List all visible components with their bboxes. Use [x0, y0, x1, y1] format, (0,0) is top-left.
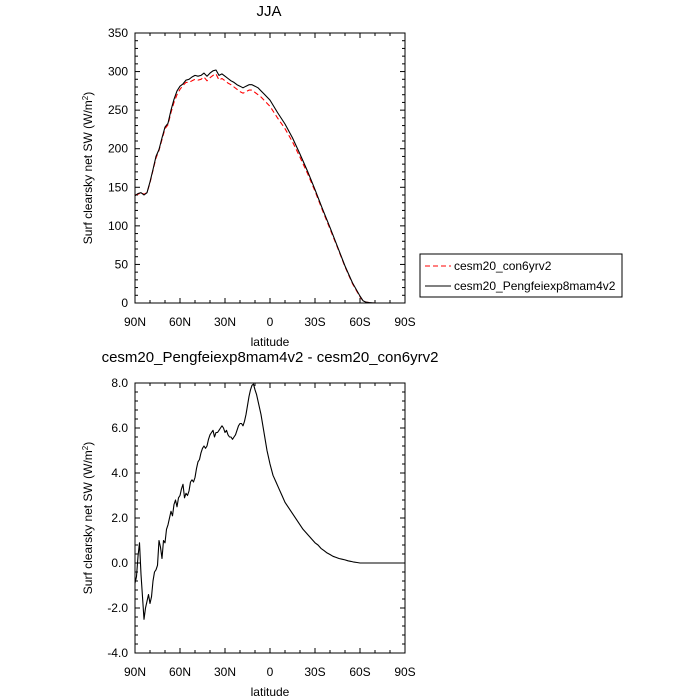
panel-bottom-ytick-label: 4.0	[111, 466, 128, 480]
panel-bottom-frame	[134, 382, 406, 654]
legend-label-pengfei: cesm20_Pengfeiexp8mam4v2	[454, 279, 616, 293]
panel-top-ytick-label: 250	[108, 103, 128, 117]
panel-top-xtick-label: 60S	[349, 315, 370, 329]
panel-bottom-ytick-label: 0.0	[111, 556, 128, 570]
panel-top-series-0	[134, 73, 405, 304]
panel-bottom-xlabel: latitude	[251, 685, 290, 699]
panel-bottom-ytick-label: -2.0	[107, 601, 128, 615]
panel-top-ytick-label: 300	[108, 65, 128, 79]
panel-bottom-xtick-label: 90N	[124, 665, 146, 679]
panel-top-ytick-label: 100	[108, 219, 128, 233]
panel-bottom-ytick-label: 2.0	[111, 511, 128, 525]
panel-bottom-ylabel: Surf clearsky net SW (W/m2)	[81, 442, 96, 594]
panel-top-title: JJA	[256, 3, 281, 20]
panel-top-xtick-label: 30S	[304, 315, 325, 329]
panel-top-xlabel: latitude	[251, 335, 290, 349]
panel-top-xtick-label: 60N	[169, 315, 191, 329]
panel-top-ticks: 90N 60N 30N 0 30S 60S 90S 0 50 100 150 200 250 300 350	[108, 26, 416, 329]
panel-bottom-ytick-label: -4.0	[107, 646, 128, 660]
panel-top-ytick-label: 200	[108, 142, 128, 156]
panel-bottom-xtick-label: 0	[267, 665, 274, 679]
legend-box	[419, 253, 623, 298]
panel-top-ytick-label: 350	[108, 26, 128, 40]
panel-top-xtick-label: 90N	[124, 315, 146, 329]
panel-bottom-ytick-label: 6.0	[111, 421, 128, 435]
panel-bottom-difference: cesm20_Pengfeiexp8mam4v2 - cesm20_con6yr…	[81, 349, 439, 699]
panel-bottom-xtick-label: 30N	[214, 665, 236, 679]
panel-top-ytick-label: 0	[121, 296, 128, 310]
panel-bottom-ytick-label: 8.0	[111, 376, 128, 390]
legend-label-con6yrv2: cesm20_con6yrv2	[454, 259, 552, 273]
panel-top-frame	[134, 32, 406, 304]
legend: cesm20_con6yrv2 cesm20_Pengfeiexp8mam4v2	[419, 253, 623, 298]
panel-bottom-xtick-label: 30S	[304, 665, 325, 679]
panel-top-ylabel: Surf clearsky net SW (W/m2)	[81, 92, 96, 244]
panel-top-ytick-label: 50	[115, 257, 129, 271]
panel-top-jja: JJA 90N 60N 30N 0 30S 60S 90S 0 50 100 150 200 250 30…	[81, 3, 623, 349]
panel-bottom-xtick-label: 60N	[169, 665, 191, 679]
panel-top-series-1	[134, 69, 405, 304]
panel-bottom-series-0	[134, 383, 405, 620]
panel-top-xtick-label: 90S	[394, 315, 415, 329]
panel-top-ytick-label: 150	[108, 180, 128, 194]
panel-bottom-ticks: 90N 60N 30N 0 30S 60S 90S -4.0 -2.0 0.0 2.0 4.0 6.0 8…	[107, 376, 415, 679]
panel-bottom-xtick-label: 90S	[394, 665, 415, 679]
panel-top-series	[134, 69, 405, 304]
panel-top-xtick-label: 30N	[214, 315, 236, 329]
panel-bottom-title: cesm20_Pengfeiexp8mam4v2 - cesm20_con6yr…	[102, 349, 439, 366]
panel-bottom-series	[134, 383, 405, 620]
panel-bottom-xtick-label: 60S	[349, 665, 370, 679]
panel-top-xtick-label: 0	[267, 315, 274, 329]
